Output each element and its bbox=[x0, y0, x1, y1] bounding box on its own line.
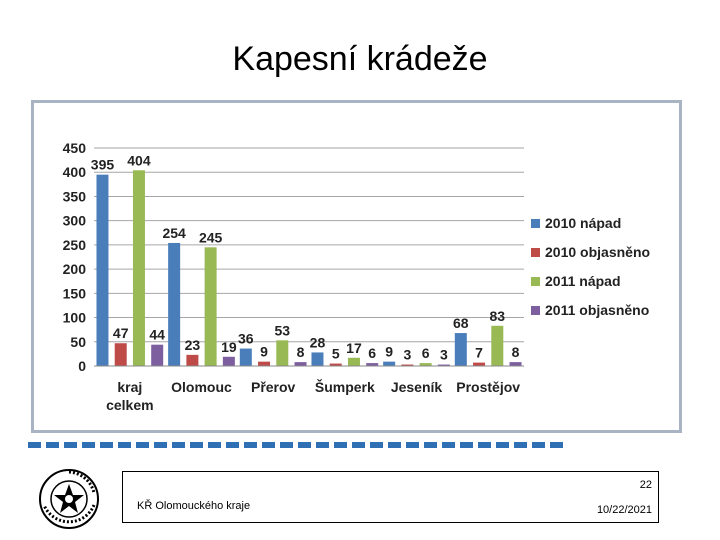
bar bbox=[258, 361, 271, 366]
bar bbox=[383, 361, 396, 366]
data-label: 47 bbox=[113, 325, 129, 341]
y-tick-label: 300 bbox=[63, 213, 87, 229]
legend-label: 2010 nápad bbox=[545, 215, 621, 231]
bar bbox=[96, 174, 109, 366]
x-tick-label: Olomouc bbox=[171, 379, 232, 395]
data-label: 3 bbox=[403, 347, 411, 363]
bar bbox=[366, 363, 379, 366]
footer-date: 10/22/2021 bbox=[596, 504, 652, 516]
data-label: 245 bbox=[199, 229, 223, 245]
y-tick-label: 50 bbox=[70, 334, 86, 350]
data-label: 3 bbox=[440, 347, 448, 363]
y-tick-label: 450 bbox=[63, 140, 87, 156]
legend-swatch bbox=[531, 219, 540, 228]
y-tick-label: 100 bbox=[63, 310, 87, 326]
data-label: 44 bbox=[149, 327, 165, 343]
y-tick-label: 350 bbox=[63, 188, 87, 204]
page-number: 22 bbox=[639, 479, 652, 491]
legend-swatch bbox=[531, 248, 540, 257]
bar bbox=[204, 247, 217, 366]
bar bbox=[329, 363, 342, 366]
bar bbox=[239, 348, 252, 366]
bar bbox=[114, 343, 127, 366]
bar bbox=[222, 356, 235, 366]
data-label: 9 bbox=[385, 344, 393, 360]
data-label: 68 bbox=[453, 315, 469, 331]
slide-title: Kapesní krádeže bbox=[232, 40, 488, 78]
data-label: 254 bbox=[162, 225, 186, 241]
data-label: 36 bbox=[238, 331, 254, 347]
data-label: 6 bbox=[368, 345, 376, 361]
data-label: 404 bbox=[127, 152, 151, 168]
data-label: 5 bbox=[332, 346, 340, 362]
bar bbox=[132, 170, 145, 366]
y-tick-label: 0 bbox=[78, 358, 86, 374]
x-tick-label: kraj celkem bbox=[106, 379, 153, 413]
data-label: 8 bbox=[512, 344, 520, 360]
bar bbox=[437, 364, 450, 366]
x-tick-label: Jeseník bbox=[391, 379, 443, 395]
bar bbox=[491, 325, 504, 366]
bar bbox=[276, 340, 289, 366]
bar bbox=[186, 354, 199, 366]
y-tick-label: 250 bbox=[63, 237, 87, 253]
bar bbox=[168, 242, 181, 366]
bar bbox=[151, 344, 164, 366]
data-label: 6 bbox=[422, 345, 430, 361]
data-label: 17 bbox=[346, 340, 362, 356]
legend-swatch bbox=[531, 306, 540, 315]
y-tick-label: 150 bbox=[63, 285, 87, 301]
legend-label: 2011 objasněno bbox=[545, 302, 649, 318]
legend-label: 2011 nápad bbox=[545, 273, 621, 289]
data-label: 8 bbox=[297, 344, 305, 360]
data-label: 28 bbox=[310, 334, 326, 350]
legend-label: 2010 objasněno bbox=[545, 244, 650, 260]
data-label: 19 bbox=[221, 339, 237, 355]
bar bbox=[347, 357, 360, 366]
x-tick-label: Šumperk bbox=[315, 378, 375, 395]
data-label: 7 bbox=[475, 345, 483, 361]
bar bbox=[311, 352, 324, 366]
bar bbox=[401, 364, 414, 366]
decorative-stripe bbox=[28, 442, 568, 448]
y-tick-label: 200 bbox=[63, 261, 87, 277]
footer-organization: KŘ Olomouckého kraje bbox=[137, 500, 251, 512]
police-badge-logo bbox=[39, 469, 99, 529]
x-tick-label: Prostějov bbox=[456, 379, 520, 395]
bar bbox=[419, 363, 432, 366]
data-label: 53 bbox=[274, 322, 290, 338]
x-tick-label: Přerov bbox=[251, 379, 296, 395]
legend-swatch bbox=[531, 277, 540, 286]
data-label: 9 bbox=[260, 344, 268, 360]
chart-frame: 0 50 100 150 200 250 300 350 400 450 395 254 36 28 9 68… bbox=[31, 100, 682, 433]
bar bbox=[294, 362, 307, 366]
data-label: 83 bbox=[489, 308, 505, 324]
bar bbox=[473, 362, 486, 366]
data-label: 23 bbox=[185, 337, 201, 353]
bar bbox=[509, 362, 522, 366]
bar bbox=[454, 333, 467, 366]
footer: KŘ Olomouckého kraje 22 10/22/2021 bbox=[122, 471, 659, 523]
data-label: 395 bbox=[91, 157, 115, 173]
y-tick-label: 400 bbox=[63, 164, 87, 180]
